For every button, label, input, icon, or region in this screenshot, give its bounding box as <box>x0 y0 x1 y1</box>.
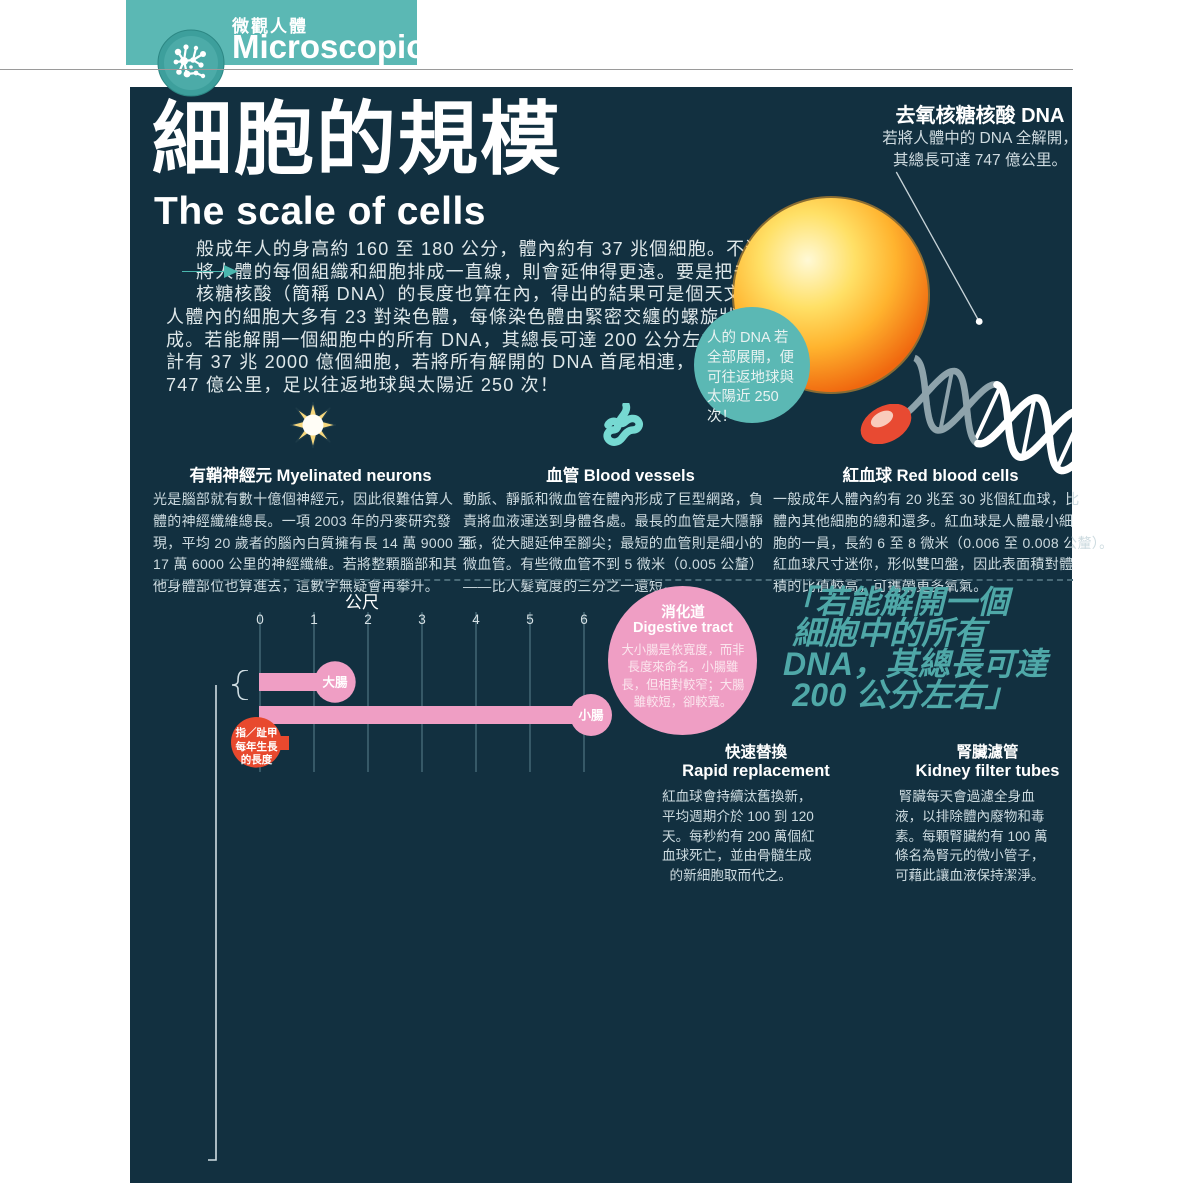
svg-text:3: 3 <box>418 612 426 627</box>
svg-text:6: 6 <box>580 612 588 627</box>
svg-text:5: 5 <box>526 612 534 627</box>
svg-text:4: 4 <box>472 612 480 627</box>
svg-text:小腸: 小腸 <box>577 708 604 723</box>
svg-text:1: 1 <box>310 612 318 627</box>
svg-text:2: 2 <box>364 612 372 627</box>
svg-text:0: 0 <box>256 612 264 627</box>
svg-text:大腸: 大腸 <box>322 675 348 690</box>
